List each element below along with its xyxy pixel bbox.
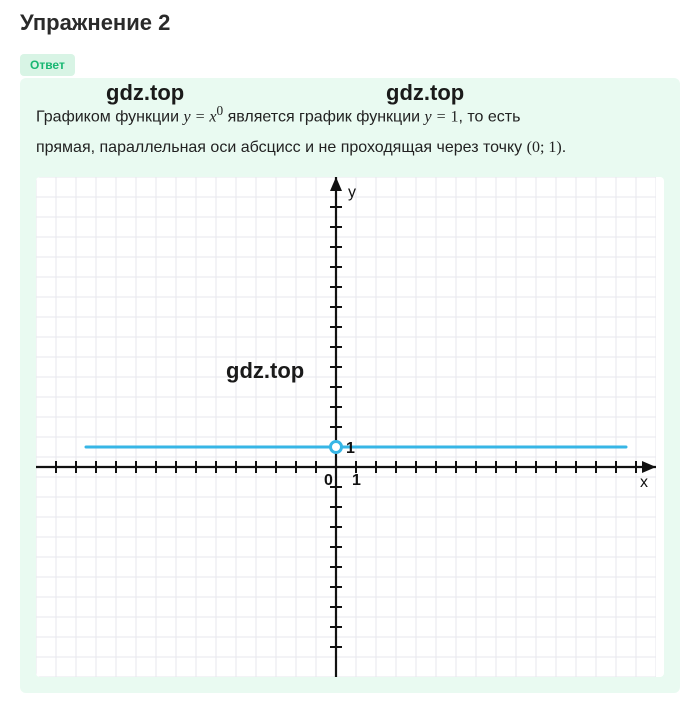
math-point: (0; 1) (527, 139, 562, 156)
answer-panel: gdz.top gdz.top gdz.top Графиком функции… (20, 78, 680, 693)
math-eq1-eq: = (191, 108, 210, 125)
explanation-text: Графиком функции y = x0 является график … (36, 98, 664, 163)
math-eq2-lhs: y (425, 108, 432, 125)
text: является график функции (223, 108, 424, 125)
svg-text:1: 1 (346, 440, 355, 457)
exercise-title: Упражнение 2 (20, 10, 680, 36)
svg-text:x: x (640, 474, 648, 491)
svg-text:1: 1 (352, 472, 361, 489)
text: прямая, параллельная оси абсцисс и не пр… (36, 139, 527, 156)
text: Графиком функции (36, 108, 184, 125)
coordinate-chart: yx011 (36, 177, 656, 677)
math-eq2-eq: = (432, 108, 451, 125)
svg-text:y: y (348, 184, 356, 201)
math-eq1-base: x (209, 108, 216, 125)
answer-badge: Ответ (20, 54, 75, 76)
text: . (562, 139, 566, 156)
math-eq1-lhs: y (184, 108, 191, 125)
svg-text:0: 0 (324, 472, 333, 489)
chart-container: yx011 (36, 177, 664, 677)
text: , то есть (458, 108, 520, 125)
